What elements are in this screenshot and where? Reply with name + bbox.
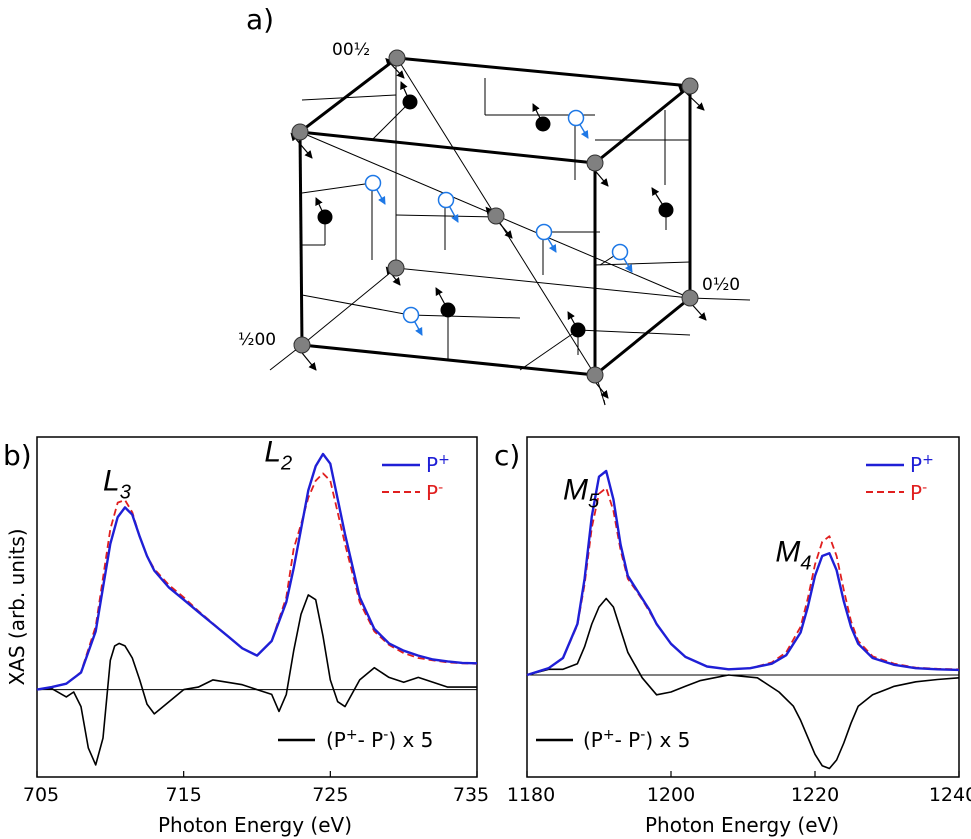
series-c [526,469,960,770]
open-atom [402,306,420,324]
legend-b: P+ P- (P+- P-) x 5 [278,452,450,752]
legend-label-pminus: P- [426,480,443,505]
gray-atoms [291,49,699,384]
plot-frame-c [526,436,960,778]
chart-panel-b: b) Photon Energy (eV) XAS (arb. units) 7… [3,435,489,837]
gray-atom [293,336,311,354]
black-atom [570,322,586,338]
legend-label-pplus: P+ [426,452,450,477]
x-tick-label: 725 [312,784,348,806]
x-axis-label-c: Photon Energy (eV) [645,813,839,837]
x-tick-label: 1180 [507,784,555,806]
series-line-p-plus-c [526,469,960,677]
x-axis-label-b: Photon Energy (eV) [158,813,352,837]
series-line-difference-c [526,597,960,770]
open-atom [364,174,382,192]
panel-label-c: c) [494,439,520,472]
open-atom [567,109,585,127]
gray-atom [487,207,505,225]
peak-label: L3 [103,464,131,503]
cube-panel: a) [238,3,751,406]
open-atoms [364,109,629,324]
gray-atom [387,259,405,277]
black-atom [317,209,333,225]
x-tick-label: 735 [453,784,489,806]
cube-thin-lines [269,57,751,406]
gray-atom [681,289,699,307]
axis-label-b: 0½0 [702,275,740,295]
gray-atom [586,366,604,384]
cube-edges [298,56,692,377]
spin-arrows-black [290,57,707,399]
axis-label-c: 00½ [332,40,370,60]
black-atom [440,302,456,318]
chart-panel-c: c) Photon Energy (eV) 1180 1200 1220 1240 M… [494,436,971,837]
x-tick-label: 715 [166,784,202,806]
legend-label-diff: (P+- P-) x 5 [326,727,433,752]
gray-atom [681,77,699,95]
y-axis-label-b: XAS (arb. units) [5,528,29,685]
peak-label: L2 [264,435,292,474]
gray-atom [388,49,406,67]
open-atom [611,243,629,261]
legend-label-pplus-c: P+ [910,452,934,477]
gray-atom [291,123,309,141]
black-atom [658,202,674,218]
plot-frame-b [36,436,478,778]
open-atom [437,191,455,209]
x-tick-label: 1220 [791,784,839,806]
legend-c: P+ P- (P+- P-) x 5 [536,452,934,752]
peak-labels-b: L3 L2 [103,435,292,503]
black-atom [535,116,551,132]
x-tick-label: 1200 [647,784,695,806]
legend-label-pminus-c: P- [910,480,927,505]
series-line-difference-b [36,594,477,766]
x-tick-label: 705 [23,784,59,806]
legend-label-diff-c: (P+- P-) x 5 [583,727,690,752]
peak-labels-c: M5 M4 [563,473,812,574]
x-tick-label: 1240 [929,784,971,806]
peak-label: M4 [775,536,811,575]
gray-atom [586,154,604,172]
black-atoms [317,94,674,338]
black-atom [402,94,418,110]
open-atom [535,223,553,241]
tick-labels-b: 705 715 725 735 [23,771,489,806]
peak-label: M5 [563,473,600,512]
panel-label-a: a) [246,3,274,36]
axis-label-a: ½00 [238,330,276,350]
tick-labels-c: 1180 1200 1220 1240 [507,771,971,806]
series-b [36,452,478,766]
panel-label-b: b) [3,439,32,472]
series-line-p-plus-b [36,452,478,691]
